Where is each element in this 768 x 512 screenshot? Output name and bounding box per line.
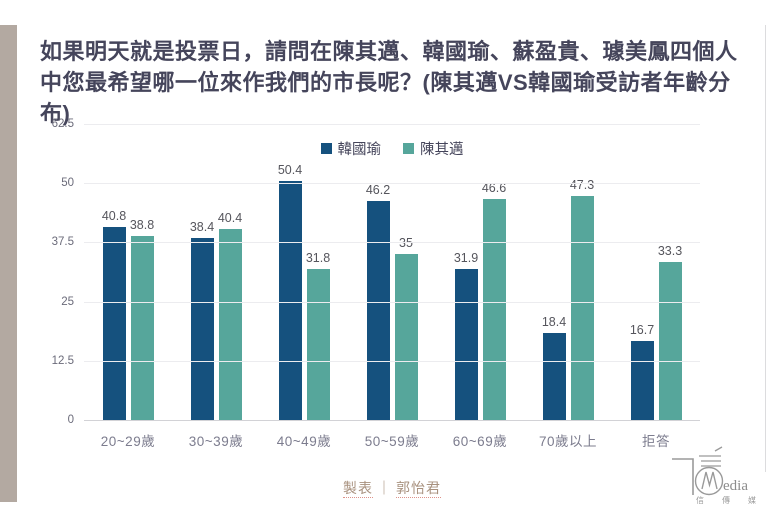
bar-wrap-0-1: 38.8: [129, 124, 155, 420]
bar-value-1-0: 38.4: [189, 220, 215, 235]
bar-value-6-1: 33.3: [657, 244, 683, 259]
gridline-62.5: [84, 124, 700, 125]
gridline-37.5: [84, 242, 700, 244]
bar-wrap-6-1: 33.3: [657, 124, 683, 420]
x-label-1: 30~39歲: [188, 434, 244, 449]
x-label-0: 20~29歲: [100, 434, 156, 449]
bar-value-6-0: 16.7: [629, 322, 655, 337]
right-edge-line: [765, 25, 766, 472]
cmedia-logo: edia 信傳媒: [666, 443, 762, 510]
bar-value-2-1: 31.8: [305, 251, 331, 266]
x-label-6: 拒答: [642, 434, 670, 449]
y-tick-label-62.5: 62.5: [51, 118, 74, 130]
bar-wrap-2-0: 50.4: [277, 124, 303, 420]
legend-item-1: 陳其邁: [403, 138, 464, 159]
bar-wrap-4-0: 31.9: [453, 124, 479, 420]
bar-value-2-0: 50.4: [277, 163, 303, 178]
bar-wrap-4-1: 46.6: [481, 124, 507, 420]
bar-wrap-5-1: 47.3: [569, 124, 595, 420]
x-axis-labels: 20~29歲 30~39歲 40~49歲 50~59歲 60~69歲 70歲以上 拒答: [84, 430, 700, 450]
bar-value-4-1: 46.6: [481, 181, 507, 196]
bar-value-4-0: 31.9: [453, 250, 479, 265]
credit-separator: ｜: [377, 480, 392, 496]
bar-value-3-0: 46.2: [365, 183, 391, 198]
y-tick-label-50: 50: [61, 177, 74, 190]
legend-swatch-0: [320, 143, 332, 154]
credit-author: 郭怡君: [396, 480, 441, 498]
bar-groups: 40.838.838.440.450.431.846.23531.946.618…: [84, 124, 700, 420]
bar-value-0-0: 40.8: [101, 208, 127, 223]
bar-wrap-1-1: 40.4: [217, 124, 243, 420]
y-tick-label-37.5: 37.5: [51, 236, 74, 249]
bar-陳其邁-40~49歲: [306, 269, 330, 420]
bar-group-4: 31.9 46.6: [436, 124, 524, 420]
bar-陳其邁-拒答: [658, 262, 682, 420]
bar-陳其邁-30~39歲: [218, 228, 242, 420]
y-tick-label-12.5: 12.5: [51, 354, 74, 367]
bar-陳其邁-20~29歲: [130, 236, 154, 420]
bar-group-1: 38.4 40.4: [172, 124, 260, 420]
bar-wrap-6-0: 16.7: [629, 124, 655, 420]
bar-group-2: 50.4 31.8: [260, 124, 348, 420]
chart-legend: 韓國瑜 陳其邁: [84, 138, 700, 159]
y-tick-label-0: 0: [67, 414, 74, 426]
legend-item-0: 韓國瑜: [320, 138, 382, 159]
bar-wrap-1-0: 38.4: [189, 124, 215, 420]
bar-wrap-5-0: 18.4: [541, 124, 567, 420]
bar-wrap-0-0: 40.8: [101, 124, 127, 420]
bar-value-1-1: 40.4: [217, 210, 243, 225]
bar-韓國瑜-40~49歲: [278, 181, 302, 420]
gridline-12.5: [84, 360, 700, 362]
bar-陳其邁-50~59歲: [394, 254, 418, 420]
legend-swatch-1: [403, 143, 414, 154]
bar-陳其邁-70歲以上: [570, 196, 594, 420]
bar-group-5: 18.4 47.3: [524, 124, 612, 420]
y-tick-label-25: 25: [61, 295, 74, 308]
bar-韓國瑜-拒答: [630, 340, 654, 420]
bar-wrap-3-1: 35: [394, 124, 418, 420]
bar-group-0: 40.8 38.8: [84, 124, 172, 420]
bar-value-5-1: 47.3: [569, 178, 595, 192]
bar-韓國瑜-70歲以上: [542, 332, 566, 420]
bar-韓國瑜-50~59歲: [366, 201, 390, 420]
logo-brand-text: edia: [723, 478, 748, 494]
bar-wrap-3-0: 46.2: [365, 124, 391, 420]
left-accent-bar: [0, 25, 17, 502]
x-label-2: 40~49歲: [276, 434, 332, 449]
gridline-0: [84, 420, 700, 421]
legend-label-0: 韓國瑜: [337, 142, 382, 158]
bar-韓國瑜-30~39歲: [190, 238, 214, 420]
bar-韓國瑜-60~69歲: [454, 268, 478, 420]
bar-陳其邁-60~69歲: [482, 199, 506, 420]
x-label-3: 50~59歲: [364, 434, 420, 449]
bar-group-6: 16.7 33.3: [612, 124, 700, 420]
credit-label: 製表: [343, 480, 373, 498]
x-label-4: 60~69歲: [452, 434, 508, 449]
bar-value-0-1: 38.8: [129, 218, 155, 233]
footer-credit: 製表｜郭怡君: [0, 478, 768, 498]
logo-chinese-text: 信傳媒: [696, 495, 762, 505]
gridline-25: [84, 301, 700, 303]
gridline-50: [84, 183, 700, 185]
bar-group-3: 46.235: [348, 124, 436, 420]
logo-stroke: [672, 458, 694, 495]
bar-韓國瑜-20~29歲: [102, 226, 126, 420]
bar-value-5-0: 18.4: [541, 314, 567, 329]
x-label-5: 70歲以上: [538, 434, 598, 449]
bar-wrap-2-1: 31.8: [305, 124, 331, 420]
legend-label-1: 陳其邁: [420, 142, 464, 158]
page-title: 如果明天就是投票日，請問在陳其邁、韓國瑜、蘇盈貴、璩美鳳四個人中您最希望哪一位來…: [40, 39, 738, 126]
